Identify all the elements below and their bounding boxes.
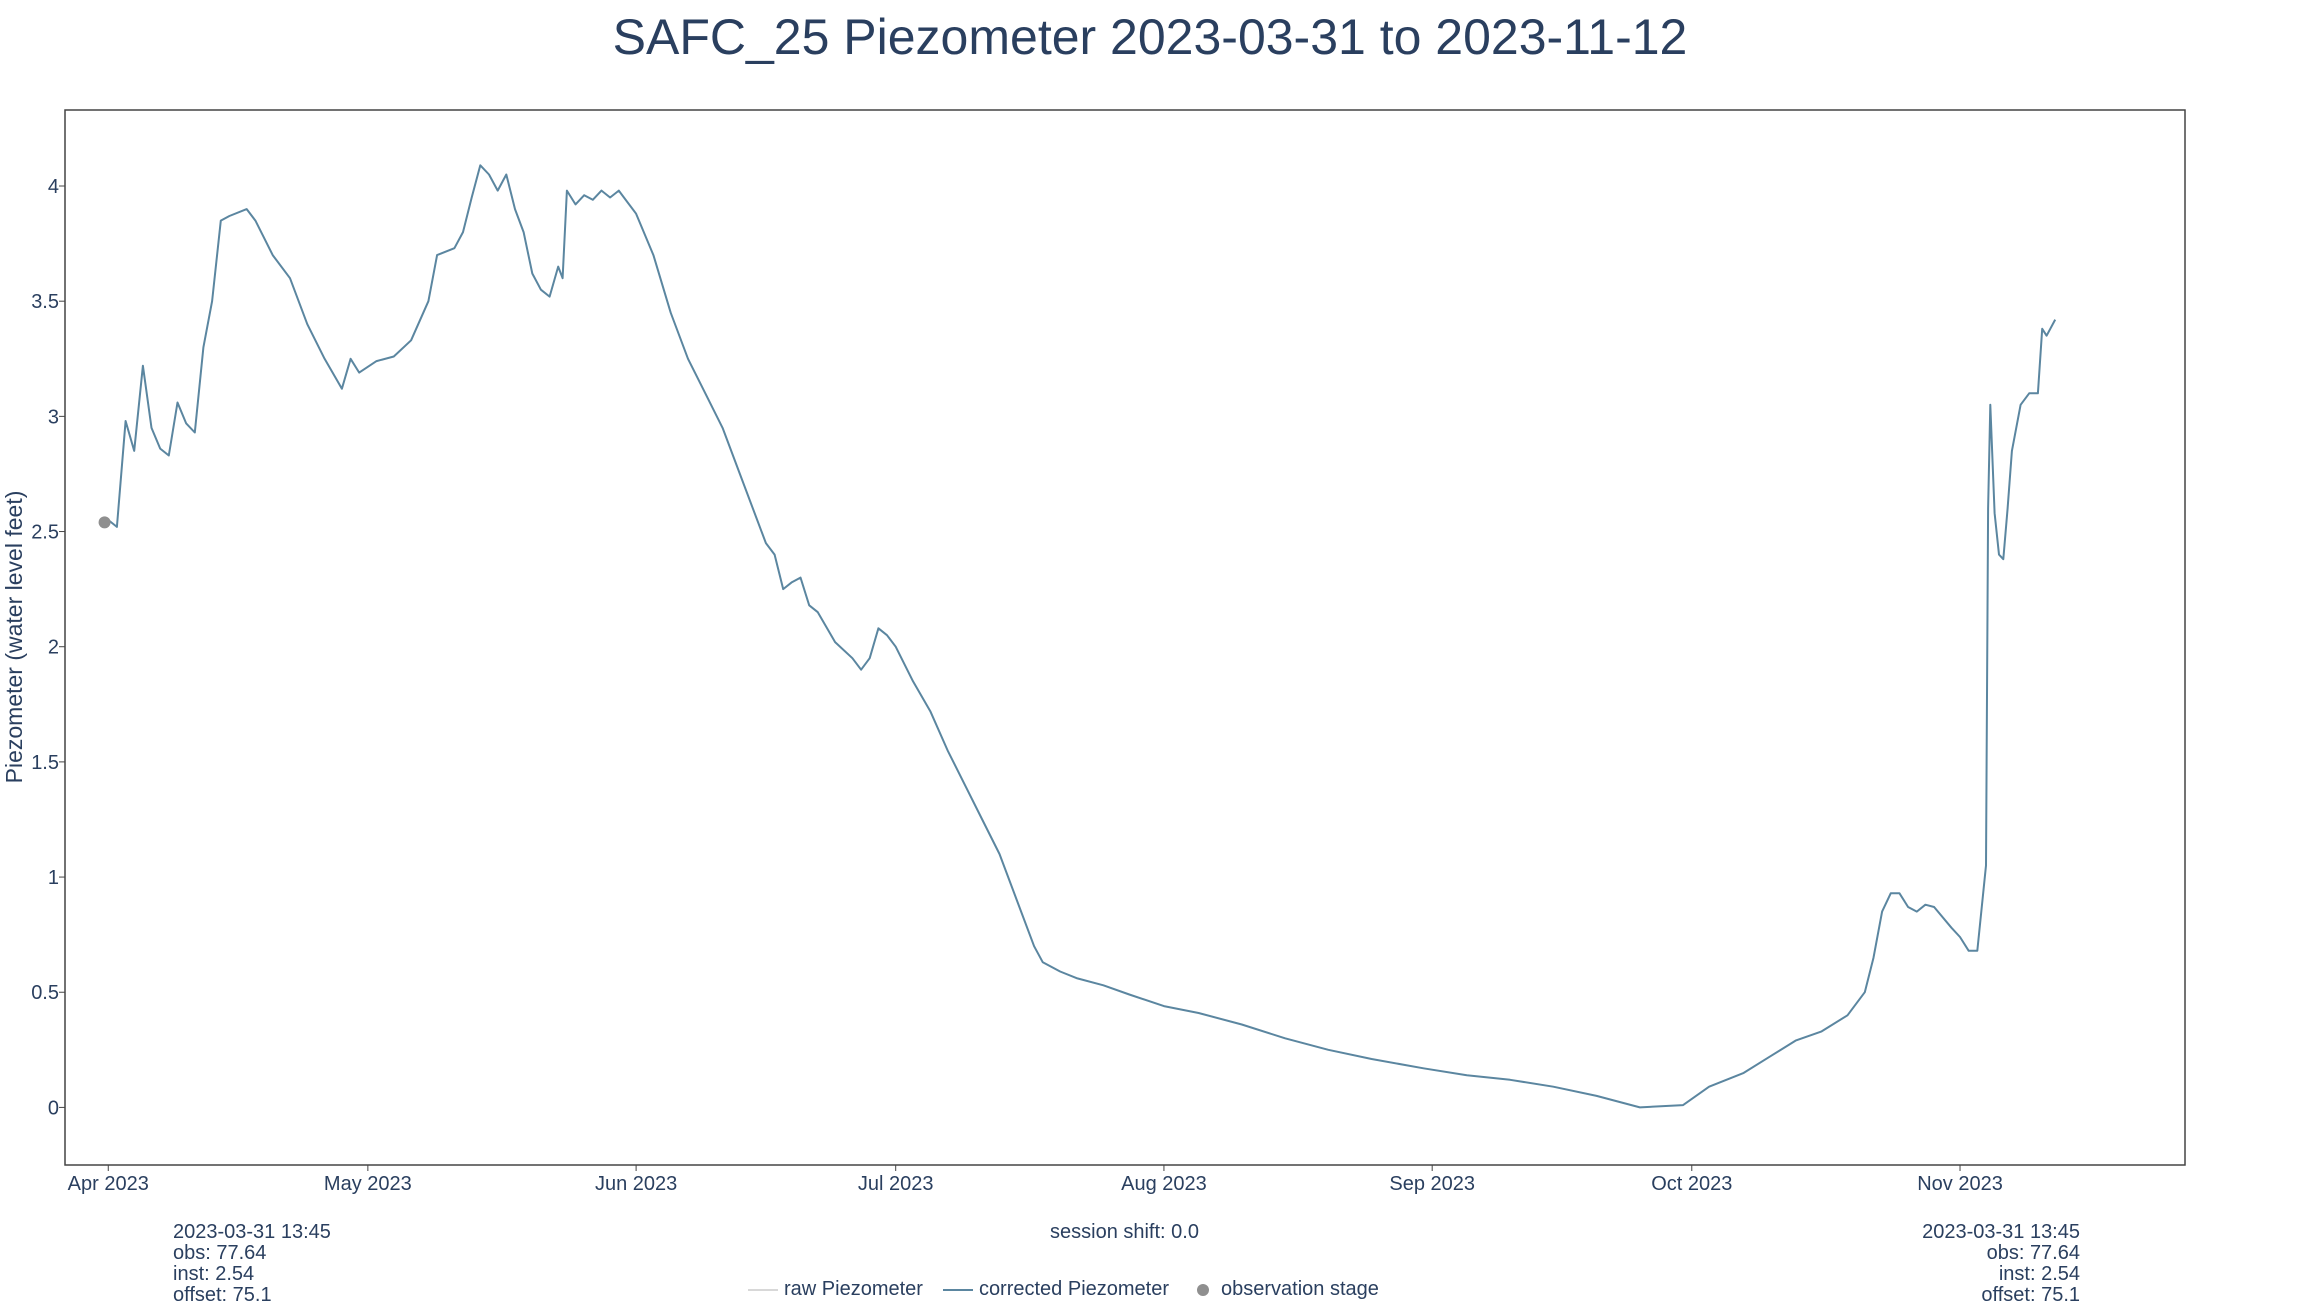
observation-stage-point[interactable] bbox=[98, 516, 111, 529]
x-tick-label: May 2023 bbox=[324, 1173, 412, 1195]
annotation-left-line: obs: 77.64 bbox=[173, 1242, 267, 1264]
y-tick-label: 2 bbox=[48, 637, 59, 659]
y-tick-label: 0 bbox=[48, 1097, 59, 1119]
annotation-left-line: inst: 2.54 bbox=[173, 1263, 255, 1285]
annotation-left-line: offset: 75.1 bbox=[173, 1284, 272, 1306]
legend-swatch-raw bbox=[748, 1288, 778, 1291]
annotation-left: 2023-03-31 13:45 obs: 77.64 inst: 2.54 o… bbox=[173, 1222, 331, 1306]
annotation-right-line: obs: 77.64 bbox=[1986, 1242, 2080, 1264]
x-tick-label: Sep 2023 bbox=[1389, 1173, 1475, 1195]
legend-swatch-corrected bbox=[942, 1288, 973, 1291]
corrected-piezometer-line[interactable] bbox=[104, 164, 2057, 1109]
x-tick-label: Apr 2023 bbox=[68, 1173, 149, 1195]
y-tick-label: 4 bbox=[48, 176, 59, 198]
x-tick-label: Jun 2023 bbox=[595, 1173, 677, 1195]
y-tick-label: 3.5 bbox=[31, 291, 59, 313]
annotation-right-line: 2023-03-31 13:45 bbox=[1922, 1221, 2080, 1243]
plot-area-frame bbox=[64, 109, 2186, 1166]
y-tick-label: 1 bbox=[48, 867, 59, 889]
y-axis-ticks: 0 0.5 1 1.5 2 2.5 3 3.5 4 bbox=[31, 176, 65, 1119]
legend-label-observation: observation stage bbox=[1221, 1278, 1379, 1300]
y-tick-label: 3 bbox=[48, 406, 59, 428]
annotation-right: 2023-03-31 13:45 obs: 77.64 inst: 2.54 o… bbox=[1880, 1222, 2080, 1306]
chart-title: SAFC_25 Piezometer 2023-03-31 to 2023-11… bbox=[613, 9, 1688, 65]
x-tick-label: Aug 2023 bbox=[1121, 1173, 1207, 1195]
annotation-right-line: inst: 2.54 bbox=[1998, 1263, 2080, 1285]
y-tick-label: 0.5 bbox=[31, 982, 59, 1004]
legend-label-corrected: corrected Piezometer bbox=[978, 1278, 1170, 1300]
legend-item-corrected[interactable]: corrected Piezometer bbox=[942, 1278, 1170, 1301]
y-tick-label: 2.5 bbox=[31, 522, 59, 544]
annotation-center: session shift: 0.0 bbox=[1050, 1222, 1199, 1243]
legend-item-observation[interactable]: observation stage bbox=[1189, 1278, 1379, 1301]
y-axis-label: Piezometer (water level feet) bbox=[1, 491, 27, 784]
legend-item-raw[interactable]: raw Piezometer bbox=[748, 1278, 923, 1301]
annotation-left-line: 2023-03-31 13:45 bbox=[173, 1221, 331, 1243]
legend-swatch-observation bbox=[1197, 1283, 1210, 1296]
x-tick-label: Jul 2023 bbox=[858, 1173, 934, 1195]
legend-label-raw: raw Piezometer bbox=[784, 1278, 923, 1300]
session-shift-text: session shift: 0.0 bbox=[1050, 1221, 1199, 1243]
x-tick-label: Oct 2023 bbox=[1651, 1173, 1732, 1195]
y-tick-label: 1.5 bbox=[31, 752, 59, 774]
x-axis-ticks: Apr 2023 May 2023 Jun 2023 Jul 2023 Aug 2023… bbox=[68, 1165, 2003, 1195]
x-tick-label: Nov 2023 bbox=[1917, 1173, 2003, 1195]
legend: raw Piezometer corrected Piezometer obse… bbox=[748, 1278, 1399, 1301]
annotation-right-line: offset: 75.1 bbox=[1981, 1284, 2080, 1306]
series-layer bbox=[98, 164, 2057, 1109]
